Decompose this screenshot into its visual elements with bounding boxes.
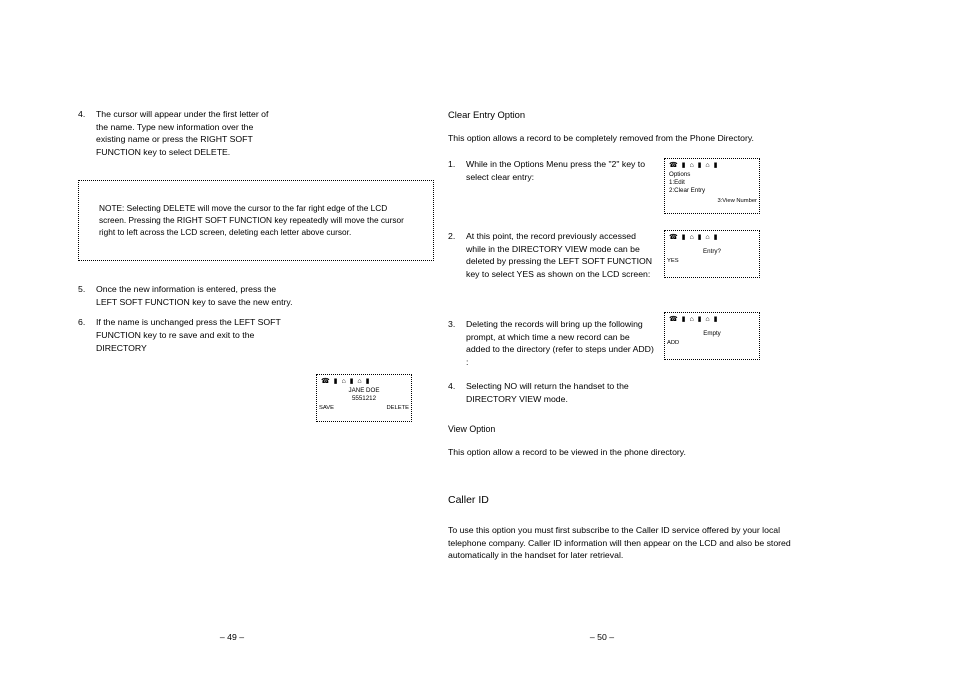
step-5: Once the new information is entered, pre… xyxy=(78,283,296,308)
clear-step-2-text: At this point, the record previously acc… xyxy=(466,231,652,279)
clear-step-1: While in the Options Menu press the "2" … xyxy=(448,158,656,222)
step-6: If the name is unchanged press the LEFT … xyxy=(78,316,296,354)
lcd-line2: 5551212 xyxy=(321,395,407,403)
view-option-body: This option allow a record to be viewed … xyxy=(448,446,792,459)
view-option-heading: View Option xyxy=(448,423,792,436)
clear-step-3: Deleting the records will bring up the f… xyxy=(448,318,656,372)
lcd-line: Entry? xyxy=(669,248,755,256)
page-number-right: – 50 – xyxy=(572,632,632,642)
step-5-text: Once the new information is entered, pre… xyxy=(96,284,293,307)
lcd-line: Empty xyxy=(669,330,755,338)
note-box: NOTE: Selecting DELETE will move the cur… xyxy=(78,180,434,261)
lcd-soft-left: SAVE xyxy=(319,405,334,413)
step-6-text: If the name is unchanged press the LEFT … xyxy=(96,317,281,352)
page-number-left: – 49 – xyxy=(202,632,262,642)
lcd-soft-left: YES xyxy=(667,258,679,266)
right-column: Clear Entry Option This option allows a … xyxy=(448,108,792,576)
lcd-icons: ☎ ▮ ⌂ ▮ ⌂ ▮ xyxy=(317,375,411,386)
lcd-line: 3:View Number xyxy=(717,198,757,206)
lcd-soft-left: ADD xyxy=(667,340,679,348)
caller-id-heading: Caller ID xyxy=(448,493,792,508)
lcd-soft-right: DELETE xyxy=(386,405,409,413)
note-text: NOTE: Selecting DELETE will move the cur… xyxy=(99,203,413,238)
lcd-line: 2:Clear Entry xyxy=(669,187,755,195)
clear-step-3-text: Deleting the records will bring up the f… xyxy=(466,319,654,367)
lcd-line1: JANE DOE xyxy=(321,387,407,395)
clear-entry-intro: This option allows a record to be comple… xyxy=(448,132,792,145)
clear-step-1-text: While in the Options Menu press the "2" … xyxy=(466,159,645,182)
clear-step-2: At this point, the record previously acc… xyxy=(448,230,656,310)
lcd-line: Options xyxy=(669,171,755,179)
lcd-left: ☎ ▮ ⌂ ▮ ⌂ ▮ JANE DOE 5551212 SAVE DELETE xyxy=(316,374,412,422)
lcd-icons: ☎ ▮ ⌂ ▮ ⌂ ▮ xyxy=(665,231,759,242)
left-column: The cursor will appear under the first l… xyxy=(78,108,422,362)
lcd-icons: ☎ ▮ ⌂ ▮ ⌂ ▮ xyxy=(665,313,759,324)
lcd-empty: ☎ ▮ ⌂ ▮ ⌂ ▮ Empty ADD xyxy=(664,312,760,360)
lcd-icons: ☎ ▮ ⌂ ▮ ⌂ ▮ xyxy=(665,159,759,170)
lcd-entry: ☎ ▮ ⌂ ▮ ⌂ ▮ Entry? YES xyxy=(664,230,760,278)
lcd-options: ☎ ▮ ⌂ ▮ ⌂ ▮ Options 1:Edit 2:Clear Entry… xyxy=(664,158,760,214)
lcd-line: 1:Edit xyxy=(669,179,755,187)
step-4: The cursor will appear under the first l… xyxy=(78,108,276,158)
clear-entry-heading: Clear Entry Option xyxy=(448,108,792,122)
caller-id-body: To use this option you must first subscr… xyxy=(448,524,792,562)
clear-step-4-text: Selecting NO will return the handset to … xyxy=(466,381,629,404)
clear-step-4: Selecting NO will return the handset to … xyxy=(448,380,656,405)
step-4-text: The cursor will appear under the first l… xyxy=(96,109,268,157)
